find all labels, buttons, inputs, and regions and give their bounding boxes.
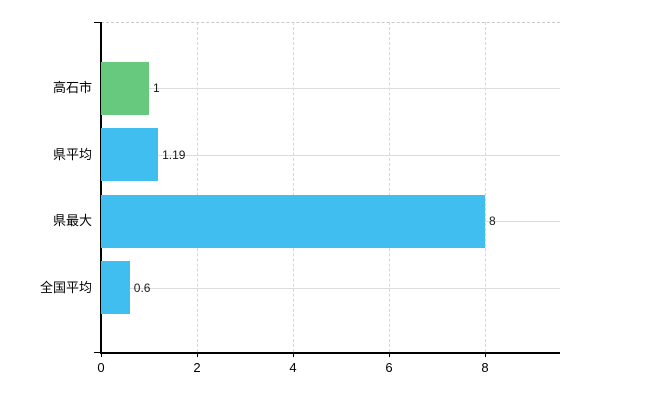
bar-value-label: 1 [153,81,160,95]
category-label: 高石市 [52,80,92,95]
bar-value-label: 8 [489,214,496,228]
x-axis-tick-label: 0 [97,360,105,375]
category-label: 県最大 [52,213,92,228]
plot-top-border [101,22,560,23]
bar-1 [101,128,159,181]
y-axis-end-tick-bottom [94,352,101,353]
gridline-horizontal [101,287,560,289]
x-axis-tick-label: 6 [385,360,393,375]
x-axis-tick-label: 4 [289,360,297,375]
gridline-horizontal [101,154,560,156]
x-axis-tick [197,352,198,357]
bar-value-label: 0.6 [133,280,151,295]
bar-2 [101,194,485,248]
gridline-horizontal [101,88,560,89]
gridline-vertical [389,22,390,352]
y-axis-end-tick-top [94,22,101,23]
x-axis-tick [485,352,486,357]
bar-3 [101,261,130,314]
bar-value-label: 1.19 [162,147,186,162]
x-axis-tick-label: 8 [481,360,489,375]
gridline-vertical [197,22,198,352]
x-axis-tick [293,352,294,357]
x-axis-tick-label: 2 [193,360,201,375]
category-label: 県平均 [52,146,92,162]
bar-0 [101,61,149,115]
x-axis-line [100,352,560,354]
gridline-vertical [293,22,294,352]
x-axis-tick [389,352,390,357]
category-label: 全国平均 [39,279,92,295]
x-axis-tick [101,352,102,357]
y-axis-line [100,22,102,352]
gridline-vertical [485,22,486,352]
